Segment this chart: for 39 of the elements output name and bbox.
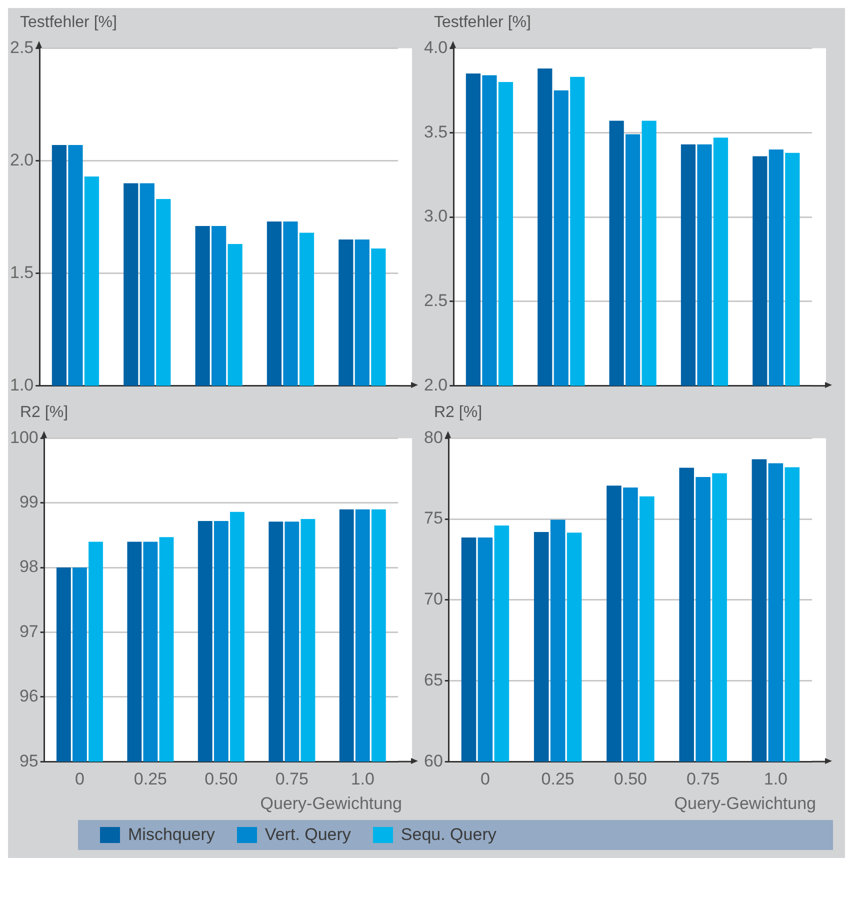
- x-tick-label: 1.0: [764, 769, 788, 788]
- y-axis-title: R2 [%]: [20, 404, 70, 423]
- y-tick-label: 100: [10, 428, 38, 447]
- legend-label: Sequ. Query: [400, 825, 496, 845]
- x-tick-label: 0.75: [686, 769, 720, 788]
- y-axis-title: Testfehler [%]: [434, 14, 532, 33]
- y-tick-label: 3.5: [424, 122, 448, 142]
- x-tick-label: 0.50: [614, 769, 647, 788]
- y-tick-label: 80: [424, 428, 443, 447]
- y-tick-label: 95: [19, 751, 38, 770]
- y-tick-label: 4.0: [424, 38, 448, 57]
- y-tick-label: 99: [19, 492, 38, 512]
- y-tick-label: 60: [424, 751, 443, 770]
- x-tick-label: 0.25: [134, 769, 167, 788]
- x-tick-label: 0: [74, 769, 84, 788]
- x-tick-label: 0: [480, 769, 490, 788]
- y-tick-label: 3.0: [424, 206, 448, 226]
- y-tick-label: 65: [424, 670, 443, 690]
- x-tick-label: 0.50: [204, 769, 238, 788]
- legend-label: Vert. Query: [264, 825, 351, 845]
- x-tick-label: 0.25: [541, 769, 574, 788]
- y-tick-label: 2.0: [424, 375, 448, 394]
- x-axis-title: Query-Gewichtung: [673, 794, 816, 814]
- y-axis-title: R2 [%]: [434, 404, 484, 423]
- legend-label: Mischquery: [128, 825, 215, 845]
- x-tick-label: 0.75: [275, 769, 308, 788]
- y-tick-label: 1.0: [10, 375, 34, 394]
- y-tick-label: 75: [424, 508, 443, 528]
- y-tick-label: 96: [19, 686, 38, 706]
- y-tick-label: 2.5: [10, 38, 34, 57]
- x-axis-title: Query-Gewichtung: [259, 794, 402, 814]
- y-axis-title: Testfehler [%]: [20, 14, 118, 33]
- y-tick-label: 2.5: [424, 291, 448, 310]
- y-tick-label: 98: [19, 557, 38, 576]
- y-tick-label: 97: [19, 622, 38, 641]
- x-tick-label: 1.0: [350, 769, 374, 788]
- y-tick-label: 70: [424, 590, 443, 609]
- y-tick-label: 2.0: [10, 150, 34, 170]
- y-tick-label: 1.5: [10, 262, 34, 282]
